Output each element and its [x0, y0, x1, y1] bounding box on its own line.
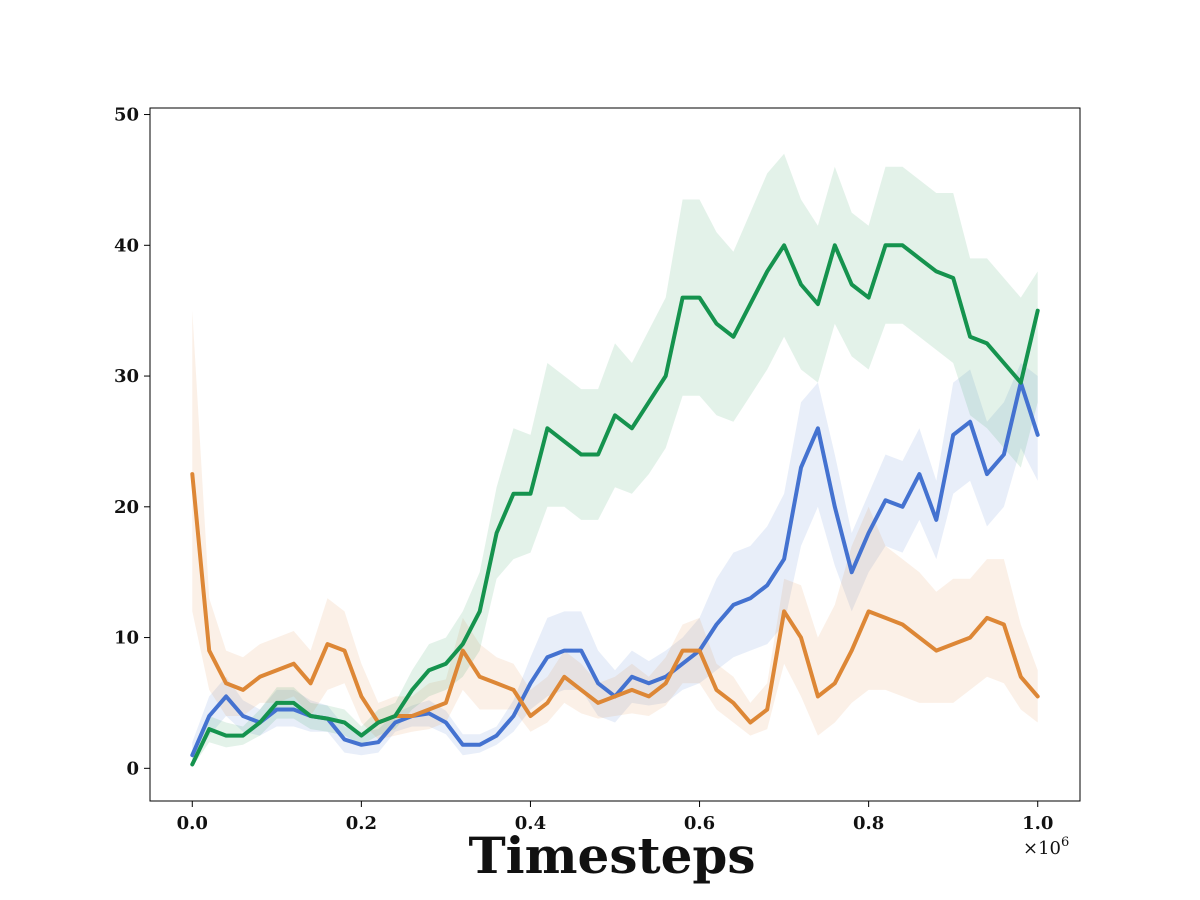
y-tick-label: 10	[114, 628, 139, 649]
y-tick-label: 40	[114, 235, 139, 256]
series-2-band	[192, 153, 1038, 768]
x-tick-label: 0.6	[684, 813, 715, 834]
x-tick-label: 0.4	[515, 813, 546, 834]
x-axis-offset-label: ×106	[1023, 835, 1069, 859]
series-1-band	[192, 310, 1038, 740]
x-tick-label: 1.0	[1022, 813, 1053, 834]
y-tick-label: 50	[114, 105, 139, 126]
x-axis-ticks: 0.0 0.2 0.4 0.6 0.8 1.0	[177, 801, 1053, 834]
series-2-line	[190, 243, 1040, 767]
x-tick-label: 0.0	[177, 813, 208, 834]
series-1-line	[190, 472, 1040, 725]
x-axis-title: Timesteps	[468, 826, 755, 885]
x-tick-label: 0.8	[853, 813, 884, 834]
y-tick-label: 20	[114, 497, 139, 518]
x-axis-offset-exponent: 6	[1061, 835, 1069, 850]
y-tick-label: 30	[114, 366, 139, 387]
plot-background	[150, 108, 1080, 801]
y-tick-label: 0	[126, 758, 139, 779]
x-tick-label: 0.2	[346, 813, 377, 834]
y-axis-ticks: 0 10 20 30 40 50	[114, 105, 150, 779]
series-lines	[190, 243, 1040, 767]
plot-frame	[149, 107, 1081, 802]
